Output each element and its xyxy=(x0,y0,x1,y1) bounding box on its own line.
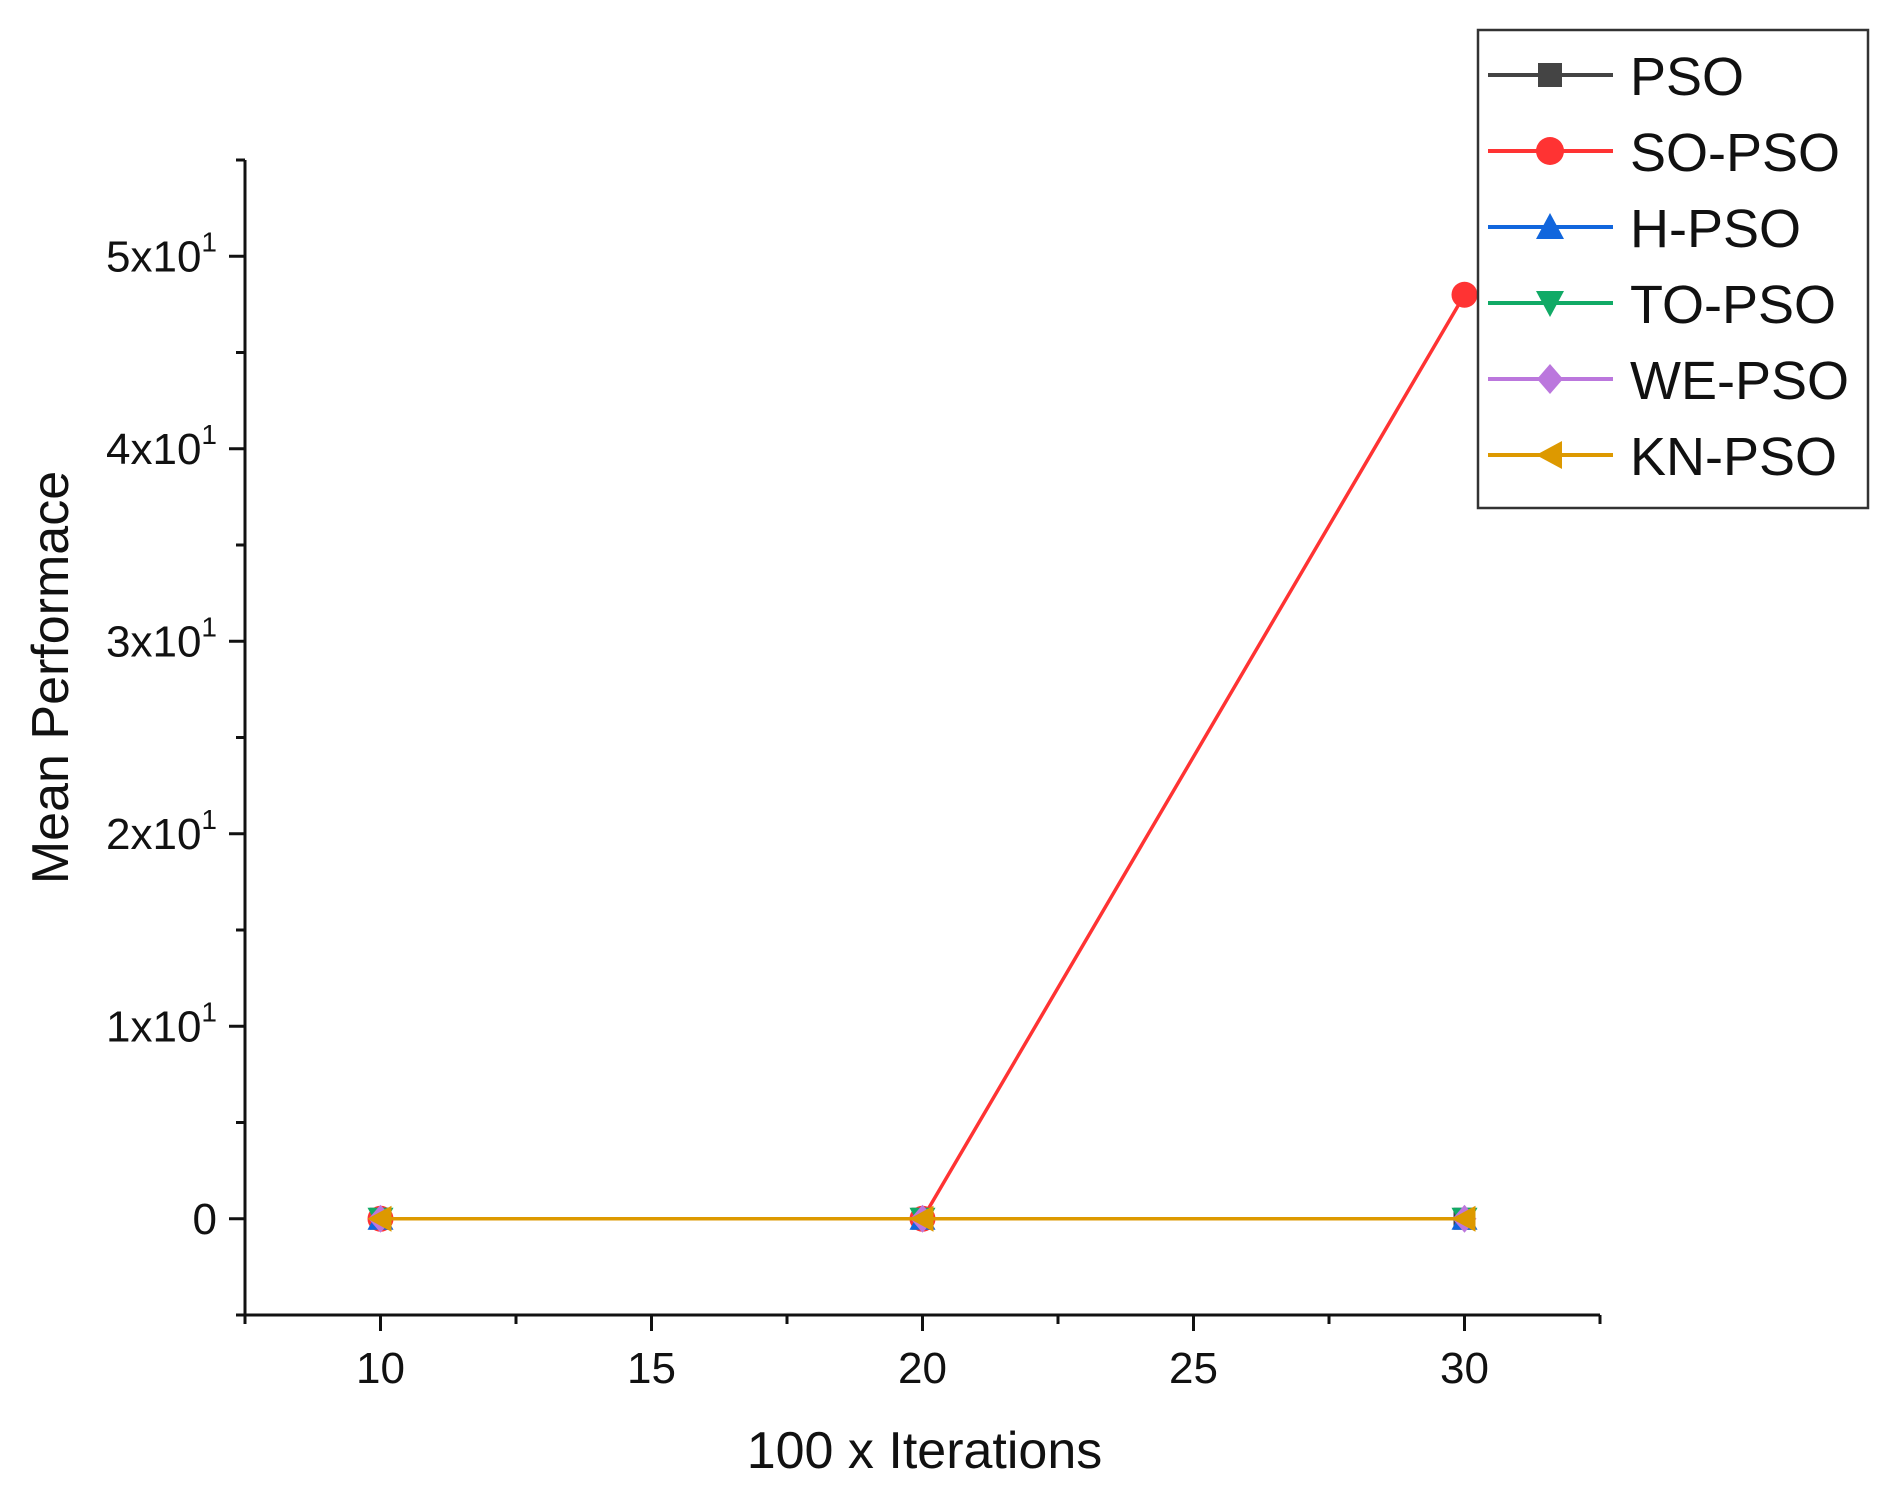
legend-item: TO-PSO xyxy=(1488,275,1836,335)
y-tick-label: 5x101 xyxy=(106,226,217,281)
legend-marker-icon xyxy=(1536,213,1564,239)
legend-label: KN-PSO xyxy=(1630,427,1837,487)
data-point xyxy=(367,1205,392,1232)
legend-marker-icon xyxy=(1537,364,1563,394)
legend-marker-icon xyxy=(1538,63,1562,87)
x-tick-label: 10 xyxy=(356,1344,405,1393)
y-tick-label: 4x101 xyxy=(106,419,217,474)
legend-box xyxy=(1476,28,1870,510)
legend-marker-icon xyxy=(1536,441,1562,469)
data-point xyxy=(1451,1205,1476,1232)
y-tick-label: 0 xyxy=(193,1195,217,1244)
legend-item: WE-PSO xyxy=(1488,351,1849,411)
x-axis-title: 100 x Iterations xyxy=(747,1422,1103,1480)
x-tick-label: 25 xyxy=(1169,1344,1218,1393)
series-line xyxy=(380,293,1467,1221)
legend-marker-icon xyxy=(1536,137,1564,165)
series-so-pso xyxy=(367,281,1478,1232)
legend-label: TO-PSO xyxy=(1630,275,1836,335)
x-tick-label: 20 xyxy=(898,1344,947,1393)
y-axis-title: Mean Performace xyxy=(22,471,80,884)
legend-label: H-PSO xyxy=(1630,199,1801,259)
legend-item: KN-PSO xyxy=(1488,427,1837,487)
legend-label: PSO xyxy=(1630,47,1744,107)
y-tick-label: 1x101 xyxy=(106,996,217,1051)
data-point xyxy=(1451,281,1478,308)
x-tick-label: 30 xyxy=(1440,1344,1489,1393)
y-tick-label: 3x101 xyxy=(106,611,217,666)
x-tick-label: 15 xyxy=(627,1344,676,1393)
series-layer xyxy=(367,281,1478,1233)
legend-item: H-PSO xyxy=(1488,199,1801,259)
data-point xyxy=(909,1205,934,1232)
legend-marker-icon xyxy=(1536,291,1564,317)
y-tick-label: 2x101 xyxy=(106,804,217,859)
legend-label: WE-PSO xyxy=(1630,351,1849,411)
axes-layer: 10 15 20 25 30 0 1x101 2x101 3x101 4x101 5x101 xyxy=(106,158,1602,1393)
legend-item: SO-PSO xyxy=(1488,123,1840,183)
series-kn-pso xyxy=(367,1205,1476,1232)
legend-label: SO-PSO xyxy=(1630,123,1840,183)
legend-item: PSO xyxy=(1488,47,1744,107)
legend: PSO SO-PSO H-PSO TO-PSO WE-PSO KN-PSO xyxy=(1476,28,1870,510)
